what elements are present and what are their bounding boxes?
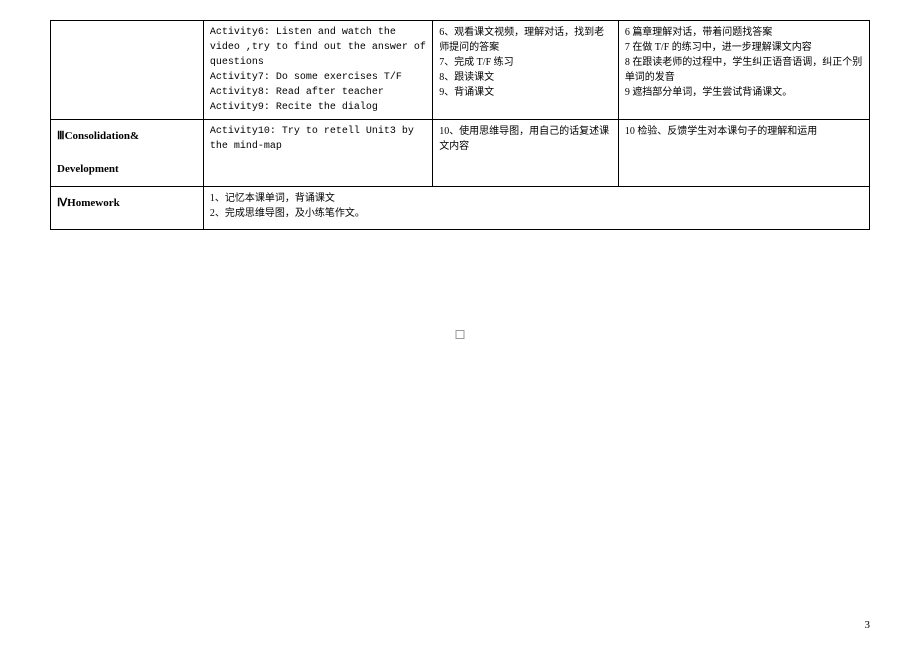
document-page: Activity6: Listen and watch the video ,t… [0,0,920,230]
cell-row1-col3: 6、观看课文视频，理解对话，找到老师提问的答案7、完成 T/F 练习8、跟读课文… [433,21,619,120]
table-row: Activity6: Listen and watch the video ,t… [51,21,870,120]
cell-row3-col2: 1、记忆本课单词，背诵课文2、完成思维导图，及小练笔作文。 [203,186,869,230]
cell-row1-col2: Activity6: Listen and watch the video ,t… [203,21,432,120]
lesson-plan-table: Activity6: Listen and watch the video ,t… [50,20,870,230]
table-row: ⅣHomework 1、记忆本课单词，背诵课文2、完成思维导图，及小练笔作文。 [51,186,870,230]
table-row: ⅢConsolidation& Development Activity10: … [51,120,870,187]
page-number: 3 [865,619,871,631]
cell-row2-col2: Activity10: Try to retell Unit3 by the m… [203,120,432,187]
cell-row1-col4: 6 篇章理解对话，带着问题找答案7 在做 T/F 的练习中，进一步理解课文内容8… [618,21,869,120]
cell-row2-col4: 10 检验、反馈学生对本课句子的理解和运用 [618,120,869,187]
cell-row1-col1 [51,21,204,120]
cell-row3-col1: ⅣHomework [51,186,204,230]
center-marker-icon [456,330,465,339]
cell-row2-col3: 10、使用思维导图，用自己的话复述课文内容 [433,120,619,187]
cell-row2-col1: ⅢConsolidation& Development [51,120,204,187]
